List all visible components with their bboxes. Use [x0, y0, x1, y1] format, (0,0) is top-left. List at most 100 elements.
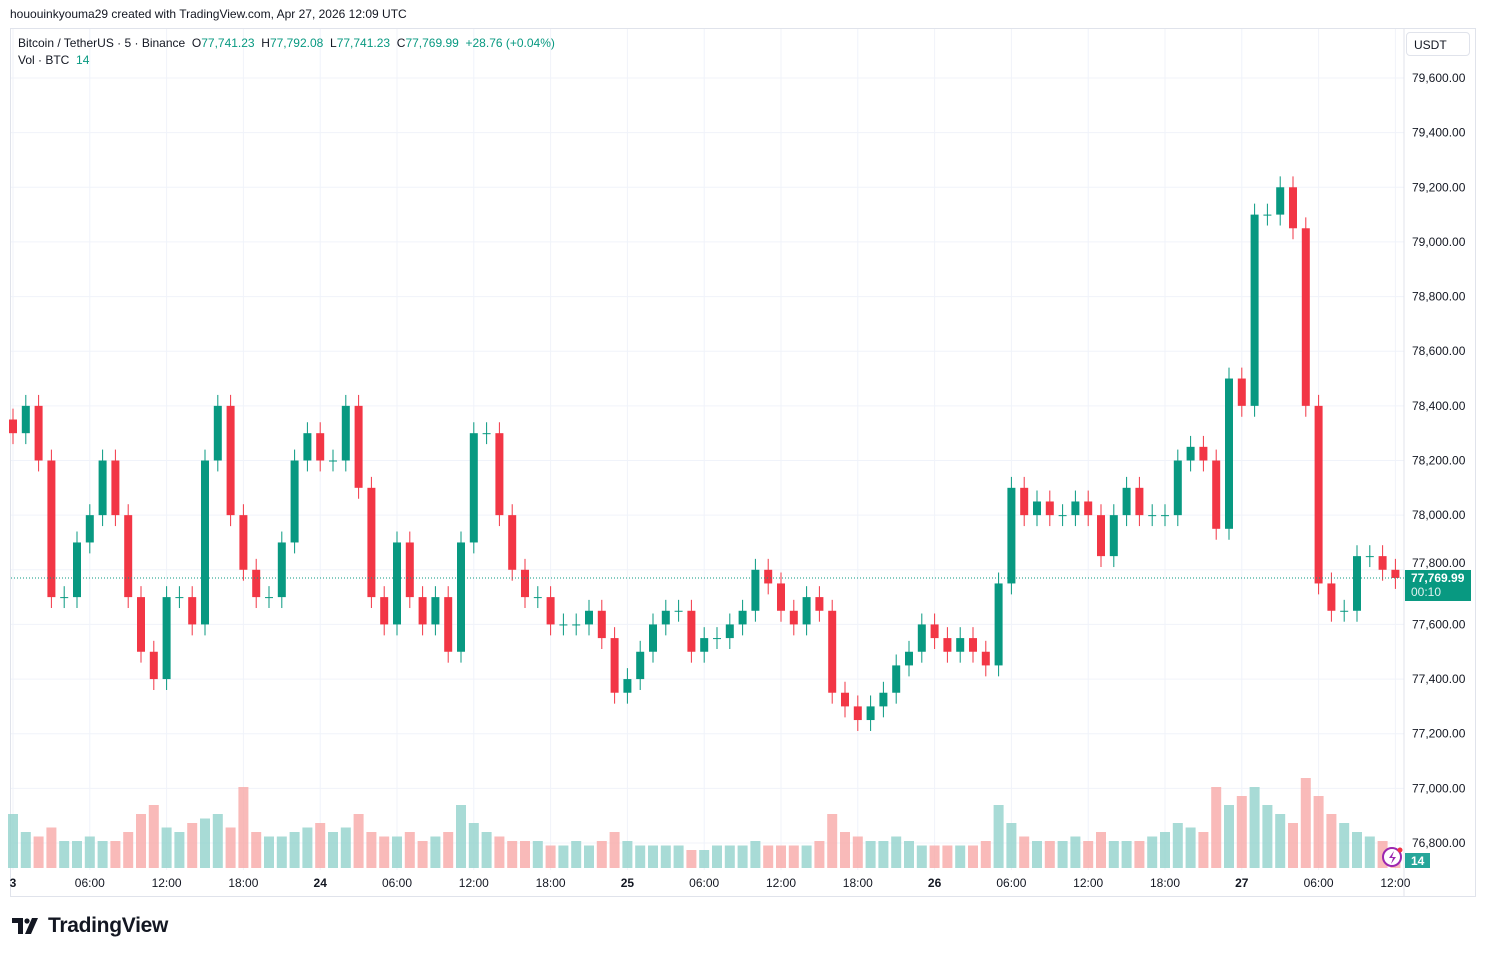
candle-body: [956, 638, 965, 652]
time-tick-label: 18:00: [1150, 876, 1180, 890]
high-value: 77,792.08: [269, 36, 324, 50]
volume-bar: [212, 814, 223, 868]
volume-bar: [1160, 832, 1170, 868]
volume-bar: [712, 845, 722, 868]
price-tick-label: 77,800.00: [1412, 556, 1466, 570]
candle-body: [111, 460, 120, 516]
time-tick-label: 06:00: [75, 876, 105, 890]
volume-bar: [123, 832, 134, 868]
volume-bar: [1198, 832, 1209, 868]
volume-bar: [584, 845, 594, 868]
volume-bar: [1096, 832, 1106, 868]
candle-body: [802, 597, 811, 625]
volume-bar: [686, 850, 697, 868]
volume-bar: [673, 845, 684, 868]
candle-body: [367, 487, 376, 598]
volume-bar: [1121, 841, 1132, 868]
volume-bar: [443, 832, 454, 868]
volume-bar: [635, 845, 646, 868]
volume-bar: [1006, 823, 1017, 868]
volume-bar: [238, 787, 249, 868]
volume-bar: [596, 841, 607, 868]
volume-bar: [1300, 778, 1311, 868]
tradingview-logo[interactable]: TradingView: [12, 914, 168, 938]
candle-body: [1353, 556, 1361, 611]
volume-bar: [916, 845, 927, 868]
price-tick-label: 77,000.00: [1412, 781, 1466, 795]
candle-body: [1122, 487, 1131, 516]
candle-body: [700, 638, 709, 652]
candle-body: [866, 706, 875, 721]
volume-bar: [1288, 823, 1298, 868]
volume-bar: [174, 832, 185, 868]
candle-body: [1327, 583, 1336, 611]
volume-bar: [72, 841, 82, 868]
candle-body: [597, 610, 606, 639]
candle-body: [354, 405, 363, 488]
volume-bar: [545, 845, 556, 868]
candle-body: [1033, 501, 1041, 516]
candle-body: [34, 405, 43, 461]
candle-body: [405, 542, 414, 598]
candle-body: [572, 624, 581, 626]
volume-bar: [660, 845, 671, 868]
volume-bar: [1185, 827, 1196, 868]
volume-bar: [8, 814, 18, 868]
volume-bar: [225, 827, 236, 868]
time-tick-label: 18:00: [843, 876, 873, 890]
symbol-title[interactable]: Bitcoin / TetherUS · 5 · Binance: [18, 36, 186, 50]
volume-bar: [33, 836, 44, 868]
candle-body: [265, 597, 273, 599]
candle-body: [137, 597, 145, 652]
volume-bar: [750, 841, 761, 868]
price-tick-label: 78,000.00: [1412, 508, 1466, 522]
candle-body: [917, 624, 926, 652]
volume-bar: [1019, 836, 1030, 868]
volume-bar: [251, 832, 262, 868]
volume-bar: [622, 841, 633, 868]
volume-bar: [289, 832, 300, 868]
candle-body: [905, 651, 913, 666]
candle-body: [213, 405, 222, 461]
volume-bar: [1134, 841, 1145, 868]
candle-body: [162, 597, 171, 680]
candle-body: [1186, 446, 1195, 461]
candle-body: [1276, 187, 1285, 215]
candle-body: [1212, 460, 1221, 529]
candle-body: [1340, 610, 1349, 612]
price-tick-label: 78,800.00: [1412, 290, 1466, 304]
time-tick-label: 24: [314, 876, 328, 890]
candle-body: [1071, 501, 1080, 516]
candle-body: [981, 651, 990, 666]
volume-bar: [878, 841, 889, 868]
volume-bar: [699, 850, 710, 868]
time-tick-label: 25: [621, 876, 635, 890]
price-tick-label: 78,400.00: [1412, 399, 1466, 413]
volume-bar: [942, 845, 953, 868]
candle-body: [789, 610, 798, 625]
volume-label[interactable]: Vol · BTC: [18, 53, 70, 67]
time-tick-label: 26: [928, 876, 942, 890]
volume-bar: [1364, 836, 1375, 868]
volume-bar: [1044, 841, 1055, 868]
last-price-badge: [1405, 569, 1471, 601]
volume-bar: [187, 823, 198, 868]
volume-bar: [46, 827, 57, 868]
candle-body: [277, 542, 286, 598]
volume-bar: [1211, 787, 1222, 868]
candle-body: [879, 692, 888, 707]
candle-body: [1020, 487, 1029, 516]
candle-body: [149, 651, 158, 680]
volume-bar: [1057, 841, 1068, 868]
candle-body: [585, 610, 593, 625]
volume-bar: [1313, 796, 1324, 868]
price-tick-label: 79,000.00: [1412, 235, 1466, 249]
currency-button[interactable]: USDT: [1406, 32, 1470, 56]
volume-bar: [724, 845, 735, 868]
volume-bar: [468, 823, 479, 868]
price-tick-label: 79,600.00: [1412, 71, 1466, 85]
volume-bar: [84, 836, 95, 868]
candle-body: [1263, 214, 1272, 216]
volume-bar: [353, 814, 364, 868]
